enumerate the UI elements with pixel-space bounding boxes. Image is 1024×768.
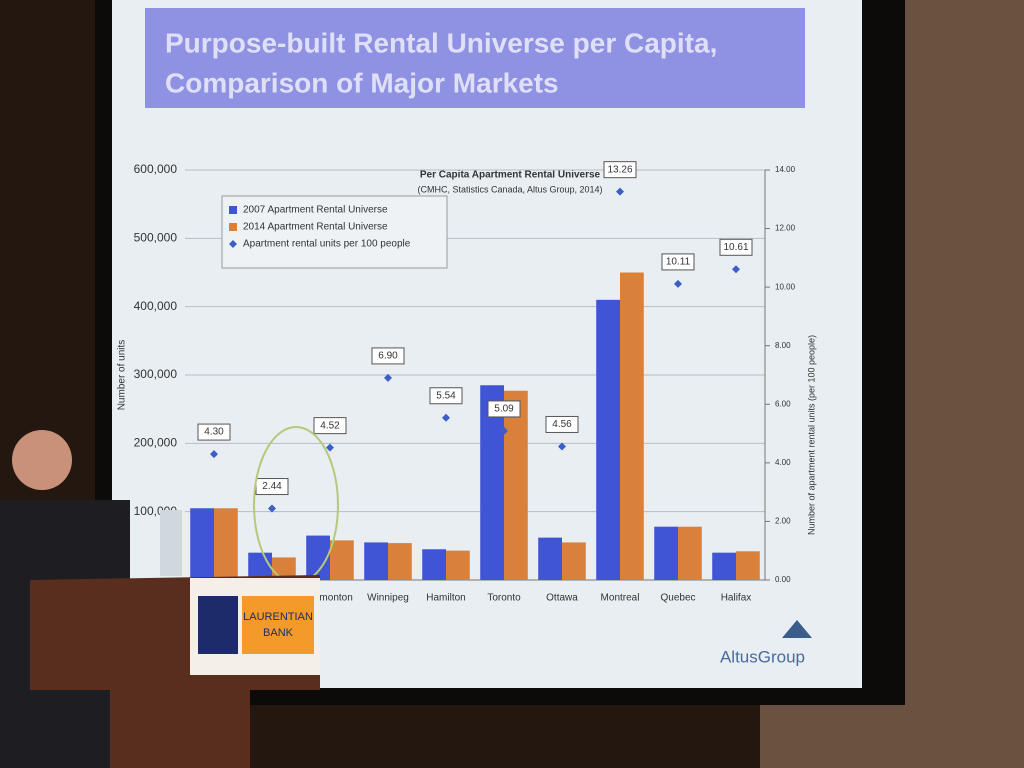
bar: [562, 542, 586, 580]
label-box: [487, 400, 521, 418]
bar: [596, 299, 620, 580]
x-tick-label: Toronto: [487, 593, 521, 604]
bar: [712, 552, 736, 580]
sign-logo: [198, 596, 238, 654]
legend-label: Apartment rental units per 100 people: [243, 239, 411, 250]
bar: [330, 540, 354, 580]
bar: [422, 549, 446, 580]
sign-plate: [242, 596, 314, 654]
data-label: 5.54: [436, 390, 456, 401]
data-label: 13.26: [607, 164, 632, 175]
bar: [364, 542, 388, 580]
data-label: 2.44: [262, 481, 282, 492]
x-tick-label: Winnipeg: [367, 593, 409, 604]
legend-swatch: [229, 206, 237, 214]
marker: [442, 413, 450, 422]
y-tick-label: 600,000: [134, 162, 178, 176]
y2-tick-label: 0.00: [775, 575, 791, 584]
bar: [678, 526, 702, 580]
sign-text: LAURENTIAN: [243, 611, 313, 623]
legend-swatch: [229, 240, 237, 248]
y-tick-label: 200,000: [134, 436, 178, 450]
logo-mark: [782, 620, 812, 638]
x-tick-label: Montreal: [601, 593, 640, 604]
bar: [306, 535, 330, 580]
marker: [674, 279, 682, 288]
label-box: [719, 238, 753, 256]
y2-tick-label: 4.00: [775, 458, 791, 467]
data-label: 4.52: [320, 420, 340, 431]
slide-title: Purpose-built Rental Universe per Capita…: [165, 27, 717, 58]
marker: [326, 443, 334, 452]
data-label: 5.09: [494, 404, 514, 415]
bar: [654, 526, 678, 580]
bar: [446, 550, 470, 580]
marker: [384, 373, 392, 382]
x-tick-label: Edmonton: [307, 593, 353, 604]
data-label: 4.30: [204, 427, 224, 438]
marker: [558, 442, 566, 451]
bottle: [160, 510, 182, 576]
slide-title: Comparison of Major Markets: [165, 67, 559, 98]
label-box: [429, 387, 463, 405]
data-label: 10.11: [666, 257, 691, 268]
label-box: [661, 253, 695, 271]
bar: [620, 272, 644, 580]
chart: Per Capita Apartment Rental Universe (CMH…: [117, 161, 816, 604]
data-label: 4.56: [552, 419, 572, 430]
label-box: [371, 347, 405, 365]
label-box: [603, 161, 637, 179]
data-label: 10.61: [723, 242, 748, 253]
y2-tick-label: 10.00: [775, 282, 796, 291]
y-tick-label: 500,000: [134, 231, 178, 245]
y-tick-label: 400,000: [134, 299, 178, 313]
y2-tick-label: 2.00: [775, 517, 791, 526]
bar: [214, 508, 238, 580]
x-tick-label: Halifax: [721, 593, 752, 604]
bar: [538, 537, 562, 580]
y-tick-label: 300,000: [134, 367, 178, 381]
sign-text: BANK: [263, 627, 294, 639]
bar: [480, 385, 504, 580]
bar: [190, 508, 214, 580]
label-box: [545, 415, 579, 433]
label-box: [313, 417, 347, 435]
y-axis-label: Number of units: [117, 340, 128, 411]
logo: AltusGroup: [720, 647, 805, 666]
marker: [210, 450, 218, 459]
legend-swatch: [229, 223, 237, 231]
marker: [500, 426, 508, 435]
marker: [616, 187, 624, 196]
x-tick-label: Ottawa: [546, 593, 578, 604]
marker: [732, 265, 740, 274]
y2-axis-label: Number of apartment rental units (per 10…: [806, 335, 816, 535]
chart-title: Per Capita Apartment Rental Universe: [420, 170, 601, 181]
data-label: 6.90: [378, 351, 398, 362]
legend: [221, 195, 448, 269]
chart-subtitle: (CMHC, Statistics Canada, Altus Group, 2…: [417, 184, 602, 194]
bar: [736, 551, 760, 580]
x-tick-label: Quebec: [660, 593, 695, 604]
y2-tick-label: 12.00: [775, 224, 796, 233]
legend-label: 2007 Apartment Rental Universe: [243, 205, 388, 216]
title-band: [145, 8, 805, 108]
bar: [388, 543, 412, 580]
y2-tick-label: 14.00: [775, 165, 796, 174]
x-tick-label: Hamilton: [426, 593, 465, 604]
presenter-head: [12, 430, 72, 490]
y2-tick-label: 6.00: [775, 399, 791, 408]
bar: [504, 390, 528, 580]
label-box: [197, 423, 231, 441]
marker: [268, 504, 276, 513]
legend-label: 2014 Apartment Rental Universe: [243, 222, 388, 233]
y2-tick-label: 8.00: [775, 341, 791, 350]
